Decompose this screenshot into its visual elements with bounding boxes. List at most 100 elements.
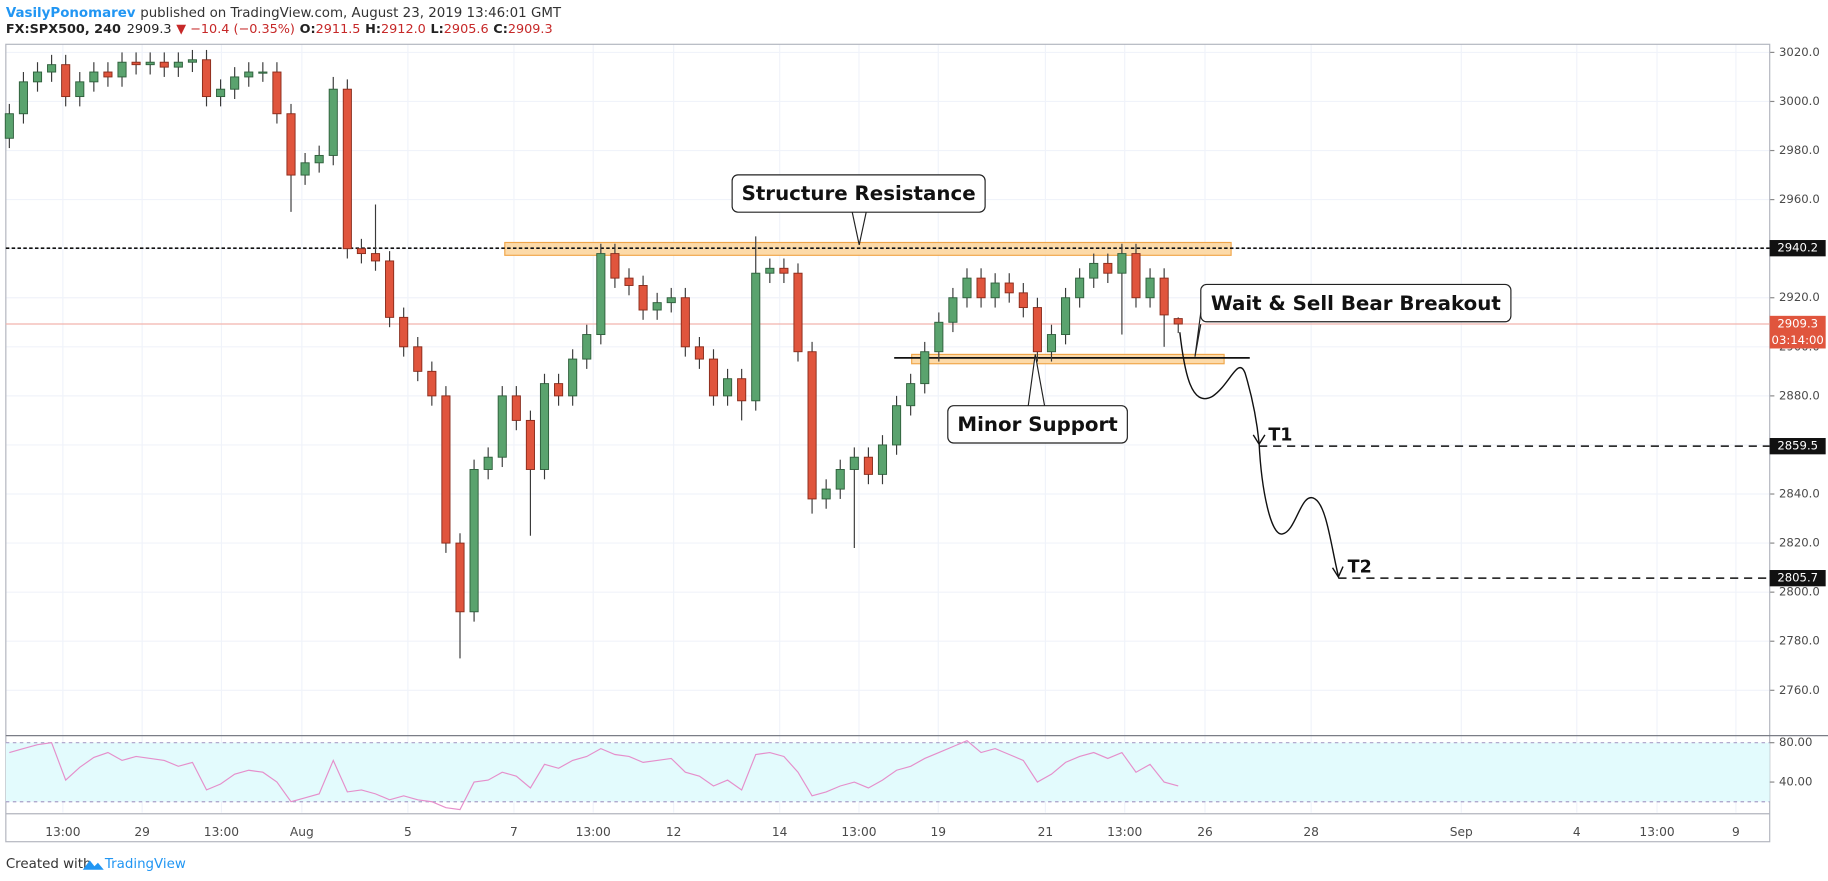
candle-body [469, 469, 479, 613]
candle-body [1173, 318, 1183, 325]
y-tick-label: 2840.0 [1779, 487, 1820, 501]
support-callout-text: Minor Support [957, 413, 1118, 436]
h-label: H: [365, 22, 381, 37]
candle-body [863, 456, 873, 475]
y-tick-label: 2780.0 [1779, 634, 1820, 648]
candle-body [455, 542, 465, 613]
arrow-head [1252, 434, 1266, 446]
candle-body [356, 248, 366, 255]
l-label: L: [431, 22, 444, 37]
change: ▼ −10.4 (−0.35%) [176, 22, 295, 37]
candle-body [1103, 262, 1113, 274]
last: 2909.3 [127, 22, 172, 37]
x-tick-label: 7 [510, 825, 518, 839]
candle-body [89, 71, 99, 83]
x-tick-label: 28 [1303, 825, 1319, 839]
x-tick-label: 26 [1197, 825, 1213, 839]
support-callout-pointer [1027, 354, 1046, 406]
candle-body [230, 76, 240, 90]
x-tick-label: 19 [930, 825, 946, 839]
candle-body [666, 297, 676, 304]
resistance-callout-box [731, 174, 986, 213]
x-tick-label: 5 [404, 825, 412, 839]
candle-body [314, 154, 324, 164]
candle-body [793, 272, 803, 353]
candle-body [131, 61, 141, 66]
rsi-band-fill [5, 742, 1770, 802]
candle-body [1117, 253, 1127, 274]
y-tick-label: 2760.0 [1779, 683, 1820, 697]
candle-body [582, 334, 592, 360]
candle-body [1018, 292, 1028, 309]
candle-body [751, 272, 761, 402]
candle-body [328, 88, 338, 156]
candle-body [596, 253, 606, 336]
candle-body [1145, 277, 1155, 299]
candle-body [483, 456, 493, 470]
candle-body [61, 64, 71, 98]
x-tick-label: 29 [134, 825, 150, 839]
candle-body [1131, 253, 1141, 299]
c-label: C: [493, 22, 508, 37]
footer-brand[interactable]: TradingView [104, 857, 186, 872]
support-zone [911, 353, 1225, 365]
candle-body [779, 267, 789, 274]
o: 2911.5 [316, 22, 361, 37]
candle-body [906, 383, 916, 407]
rsi-tick-label: 40.00 [1779, 775, 1812, 789]
resistance-callout-text: Structure Resistance [742, 182, 976, 205]
candle-body [976, 277, 986, 299]
rsi-line [9, 740, 1179, 811]
candle-body [568, 358, 578, 397]
candle-body [680, 297, 690, 348]
symbol: FX:SPX500, 240 [6, 22, 121, 37]
candle-body [1061, 297, 1071, 336]
candle-body [638, 285, 648, 311]
candle-body [427, 370, 437, 397]
resistance-callout-pointer [851, 212, 867, 245]
candle-body [32, 71, 43, 83]
candle-body [145, 61, 155, 66]
y-tick-label: 2820.0 [1779, 536, 1820, 550]
candle-body [723, 378, 733, 397]
candle-body [962, 277, 972, 299]
candle-body [610, 253, 620, 279]
published: published on TradingView.com, August 23,… [140, 6, 562, 21]
candle-body [103, 71, 113, 78]
candle-body [807, 351, 817, 500]
candle-body [539, 383, 550, 470]
target-name: T2 [1348, 558, 1372, 578]
plot: 13:00 29 13:00 Aug 5 7 13:00 12 14 13:00 19 21 13:00… [4, 43, 1828, 843]
plan-callout-box [1200, 283, 1512, 323]
candle-body [75, 81, 85, 98]
plan-callout-pointer [1194, 312, 1202, 357]
candle-body [1004, 282, 1014, 294]
candle-body [1075, 277, 1085, 299]
candle-body [877, 444, 888, 475]
candle-body [258, 71, 268, 74]
y-tick-label: 2980.0 [1779, 143, 1820, 157]
y-tick-label: 2800.0 [1779, 585, 1820, 599]
candle-body [286, 113, 296, 176]
candle-body [1089, 262, 1099, 279]
candle-body [821, 488, 831, 500]
candle-body [525, 419, 535, 470]
candle-body [1032, 307, 1042, 353]
author[interactable]: VasilyPonomarev [6, 6, 136, 21]
candle-body [47, 64, 57, 73]
candle-body [892, 405, 902, 446]
y-tick-label: 2880.0 [1779, 388, 1820, 402]
y-tick-label: 2920.0 [1779, 290, 1820, 304]
candle-body [244, 71, 254, 78]
candle-body [934, 321, 944, 353]
candle-body [300, 162, 310, 176]
x-tick-label: 9 [1732, 825, 1740, 839]
candle-body [441, 395, 451, 544]
l: 2905.6 [444, 22, 489, 37]
candle-body [370, 253, 381, 262]
h: 2912.0 [381, 22, 426, 37]
candle-body [1159, 277, 1169, 316]
x-tick-label: 13:00 [576, 825, 611, 839]
